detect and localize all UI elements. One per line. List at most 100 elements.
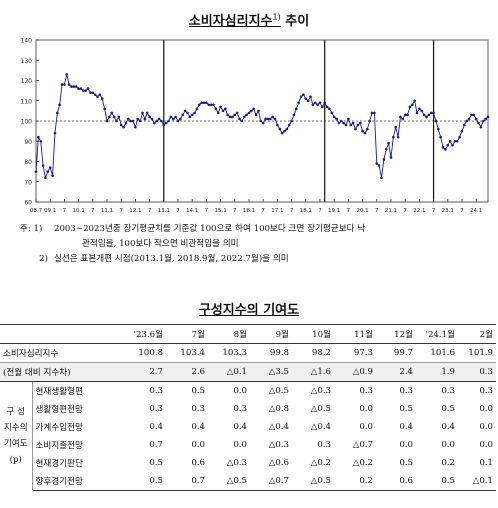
data-point (176, 119, 180, 123)
cell: 0.4 (149, 422, 163, 432)
data-point (408, 105, 412, 109)
data-point (183, 109, 187, 113)
data-point (325, 105, 329, 109)
data-point (245, 113, 248, 117)
note-text: 관적임을, 100보다 작으면 비관적임을 의미 (82, 239, 239, 249)
data-point (67, 83, 71, 86)
x-tick-label: 20.1 (356, 208, 368, 214)
data-point (74, 85, 78, 88)
cell: △0.7 (352, 440, 373, 450)
cell: △0.8 (268, 404, 289, 414)
row-label: 가계수입전망 (35, 423, 83, 433)
data-point (396, 135, 400, 139)
data-point (219, 105, 222, 109)
cell: △0.4 (268, 422, 289, 432)
data-point (363, 131, 367, 135)
data-point (295, 107, 298, 111)
cell: 0.4 (233, 422, 247, 432)
cell: 0.2 (334, 472, 376, 491)
data-point (261, 121, 265, 125)
data-point (453, 139, 457, 143)
data-point (306, 99, 310, 103)
x-tick-label: 13.1 (158, 208, 170, 214)
data-point (48, 166, 52, 169)
data-point (304, 97, 308, 101)
data-point (311, 103, 315, 107)
data-point (448, 139, 452, 143)
group-label: 구 성 지수의 기여도 (p) (0, 381, 33, 491)
data-point (467, 117, 471, 121)
ccsi-line-chart: 60 70 80 90 100 110 120 130 140 08.7 09.1 7 10.1 7 11.… (21, 38, 490, 214)
x-tick-label: 21.1 (385, 208, 397, 214)
data-point (401, 117, 405, 121)
x-tick-label: 23.1 (442, 208, 454, 214)
data-point (98, 93, 102, 96)
y-tick-label: 90 (24, 139, 32, 146)
data-point (108, 115, 111, 119)
data-point (143, 117, 147, 121)
data-point (131, 119, 135, 123)
cell: △0.5 (208, 472, 250, 491)
x-tick-label: 16.1 (243, 208, 255, 214)
data-point (252, 107, 256, 111)
x-tick-label: 7 (205, 208, 209, 214)
data-point (181, 113, 185, 117)
cell: 0.5 (120, 472, 166, 491)
data-point (441, 146, 445, 149)
data-point (60, 83, 64, 86)
data-point (171, 117, 175, 121)
data-point (200, 101, 203, 105)
data-point (82, 89, 85, 92)
data-point (382, 158, 386, 161)
row-label: 현재생활형편 (35, 387, 83, 397)
data-point (53, 131, 57, 135)
data-point (70, 85, 73, 88)
cell: 0.2 (441, 458, 455, 468)
x-tick-label: 18.1 (300, 208, 312, 214)
cell: 0.0 (359, 404, 373, 414)
data-point (446, 144, 450, 147)
data-point (268, 117, 272, 121)
cell: 0.3 (149, 404, 163, 414)
cell: 103.4 (166, 343, 208, 363)
data-point (39, 139, 43, 143)
cell: 99.7 (376, 343, 416, 363)
cell: 0.0 (233, 440, 247, 450)
cell: 99.8 (250, 343, 292, 363)
data-point (477, 121, 480, 125)
cell: 0.3 (191, 404, 205, 414)
table-row: 가계수입전망 0.4 0.4 0.4 △0.4 △0.4 0.0 0.4 0.4… (0, 418, 496, 436)
data-point (145, 111, 149, 115)
data-point (105, 119, 109, 123)
data-point (186, 111, 189, 115)
cell: 0.3 (359, 386, 373, 396)
cell: △0.3 (268, 440, 289, 450)
x-tick-label: 10.1 (72, 208, 84, 214)
data-point (380, 176, 383, 179)
data-point (276, 123, 279, 127)
data-point (460, 129, 464, 133)
data-point (366, 127, 369, 131)
data-point (124, 121, 128, 125)
col-header: 10월 (292, 324, 334, 344)
cell: 0.0 (479, 404, 493, 414)
data-point (179, 117, 182, 121)
cell: 0.0 (479, 440, 493, 450)
data-point (439, 135, 442, 139)
cell: 0.3 (479, 386, 493, 396)
table-row: (전월 대비 지수차) 2.7 2.6 △0.1 △3.5 △1.6 △0.9 … (0, 362, 496, 382)
x-tick-label: 08.7 (30, 208, 43, 214)
cell: 0.6 (376, 472, 416, 491)
col-header: 2월 (458, 324, 496, 344)
data-point (373, 111, 376, 115)
data-point (474, 117, 478, 121)
col-header: '24.1월 (416, 324, 458, 344)
data-point (332, 115, 336, 119)
data-point (117, 115, 121, 119)
data-point (155, 119, 158, 123)
data-point (273, 117, 277, 121)
data-point (375, 162, 379, 165)
cell: 0.4 (399, 422, 413, 432)
contribution-table: '23.6월 7월 8월 9월 10월 11월 12월 '24.1월 2월 소비… (0, 324, 496, 491)
data-point (77, 87, 80, 90)
